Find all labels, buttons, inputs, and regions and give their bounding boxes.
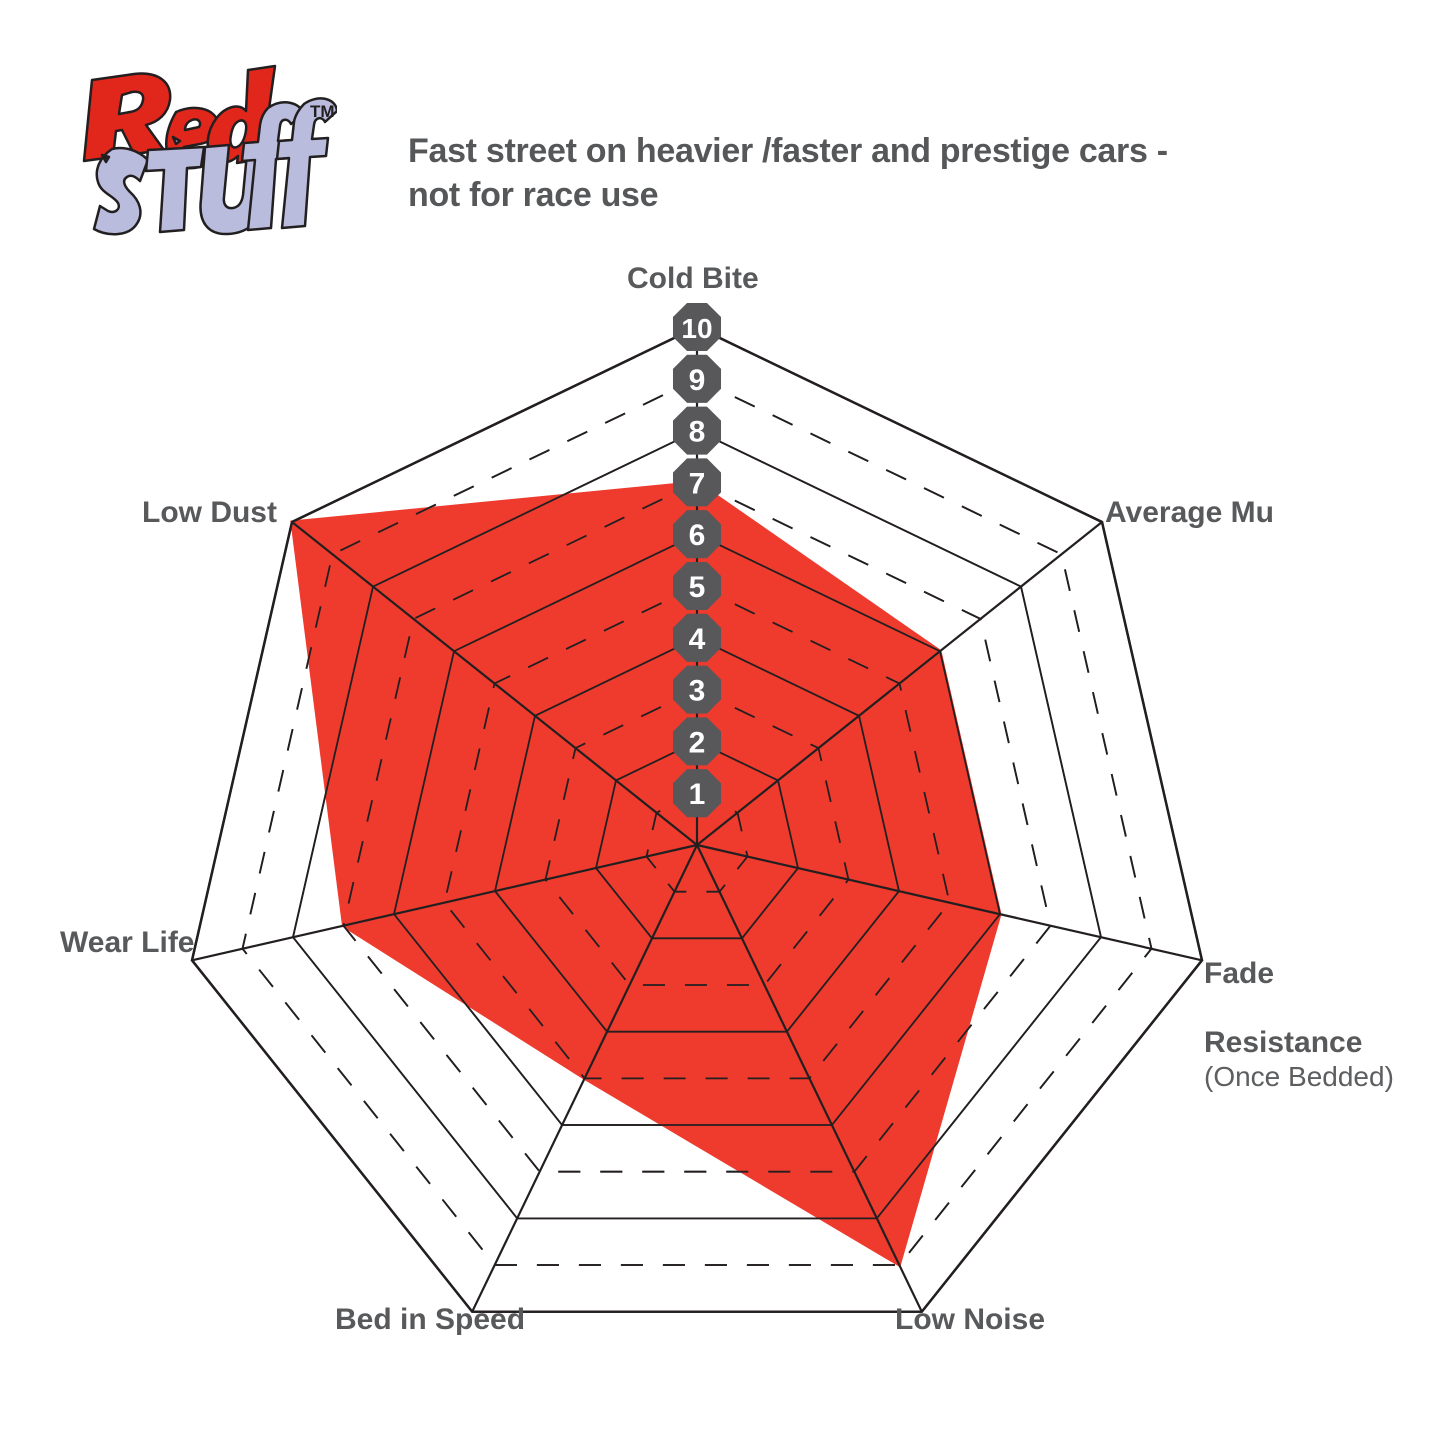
axis-label-low-dust: Low Dust <box>142 496 277 529</box>
scale-badge-3: 3 <box>672 665 722 714</box>
chart-title: Fast street on heavier /faster and prest… <box>408 130 1228 217</box>
axis-label-fade-sub: (Once Bedded) <box>1204 1061 1394 1093</box>
radar-spoke-4 <box>471 844 698 1313</box>
scale-badge-text-9: 9 <box>689 364 706 397</box>
radar-series-polygon <box>290 480 1002 1268</box>
scale-badge-shape-2 <box>672 717 722 766</box>
scale-badge-shape-7 <box>672 458 722 507</box>
radar-ring-overlay-level-1 <box>645 792 749 893</box>
redstuff-logo: TM <box>72 62 337 242</box>
axis-label-average-mu: Average Mu <box>1105 496 1274 529</box>
scale-badge-7: 7 <box>672 458 722 507</box>
scale-badge-10: 10 <box>672 302 722 352</box>
scale-badge-shape-5 <box>672 561 722 611</box>
scale-badge-1: 1 <box>672 769 722 818</box>
scale-badge-text-2: 2 <box>689 726 706 759</box>
scale-badge-text-5: 5 <box>689 571 706 604</box>
radar-ring-overlay-level-3 <box>544 688 850 986</box>
scale-badge-shape-10 <box>672 302 722 352</box>
scale-badge-shape-6 <box>672 510 722 559</box>
radar-ring-overlay-level-6 <box>393 533 1001 1126</box>
axis-label-fade-resistance: Fade Resistance (Once Bedded) <box>1204 922 1394 1128</box>
radar-ring-overlay-level-5 <box>443 585 951 1080</box>
radar-spoke-2 <box>696 843 1203 962</box>
axis-label-fade-line-2: Resistance <box>1204 1026 1363 1060</box>
axis-label-low-noise: Low Noise <box>895 1303 1046 1336</box>
scale-badge-9: 9 <box>672 354 722 403</box>
radar-ring-overlay-level-10 <box>190 325 1204 1313</box>
trademark-mark: TM <box>310 102 335 121</box>
scale-badge-4: 4 <box>672 613 722 662</box>
scale-badge-shape-1 <box>672 769 722 818</box>
scale-badge-text-10: 10 <box>681 313 712 344</box>
radar-ring-overlay-level-8 <box>292 429 1102 1220</box>
scale-badge-shape-9 <box>672 354 722 403</box>
radar-spoke-1 <box>696 521 1103 846</box>
axis-label-bed-in-speed: Bed in Speed <box>335 1303 526 1336</box>
radar-spoke-5 <box>191 843 698 962</box>
scale-badge-8: 8 <box>672 406 722 455</box>
scale-badge-text-8: 8 <box>689 416 706 449</box>
scale-badge-5: 5 <box>672 561 722 611</box>
radar-spoke-3 <box>696 844 923 1313</box>
scale-badge-text-6: 6 <box>689 519 706 552</box>
scale-badge-shape-4 <box>672 613 722 662</box>
axis-label-wear-life: Wear Life <box>60 926 195 959</box>
scale-badge-shape-8 <box>672 406 722 455</box>
radar-ring-overlay-level-2 <box>595 740 799 940</box>
radar-ring-overlay-level-7 <box>342 481 1052 1173</box>
axis-label-fade-line-1: Fade <box>1204 956 1275 990</box>
scale-badge-text-7: 7 <box>689 467 706 500</box>
radar-ring-overlay-level-9 <box>241 377 1153 1266</box>
logo-artwork: TM <box>82 64 337 236</box>
scale-badge-shape-3 <box>672 665 722 714</box>
scale-badge-text-4: 4 <box>689 623 706 656</box>
chart-title-line-2: not for race use <box>408 175 659 214</box>
chart-title-line-1: Fast street on heavier /faster and prest… <box>408 132 1168 170</box>
radar-scale-badges: 1 2 3 4 5 6 7 8 9 10 <box>672 302 722 818</box>
scale-badge-6: 6 <box>672 510 722 559</box>
axis-label-cold-bite: Cold Bite <box>627 262 759 295</box>
scale-badge-text-3: 3 <box>689 675 706 708</box>
logo-word-stuff <box>92 97 337 236</box>
radar-series <box>290 480 1002 1268</box>
radar-spoke-6 <box>291 521 698 846</box>
radar-ring-overlay-level-4 <box>494 636 900 1033</box>
scale-badge-2: 2 <box>672 717 722 766</box>
scale-badge-text-1: 1 <box>689 778 706 811</box>
